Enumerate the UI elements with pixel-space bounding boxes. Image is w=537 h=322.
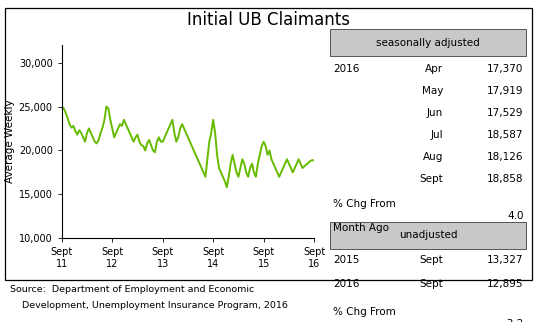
Y-axis label: Average Weekly: Average Weekly (4, 100, 14, 184)
Text: Sept: Sept (419, 279, 443, 289)
Text: Source:  Department of Employment and Economic: Source: Department of Employment and Eco… (10, 285, 254, 294)
Text: 2016: 2016 (333, 279, 359, 289)
Text: -3.2: -3.2 (503, 319, 524, 322)
Text: Development, Unemployment Insurance Program, 2016: Development, Unemployment Insurance Prog… (10, 301, 287, 310)
Text: 17,919: 17,919 (487, 86, 524, 96)
Text: 4.0: 4.0 (507, 211, 524, 221)
Text: 2015: 2015 (333, 255, 359, 265)
Text: Aug: Aug (423, 152, 443, 162)
Text: May: May (422, 86, 443, 96)
Text: Jul: Jul (430, 130, 443, 140)
Text: Initial UB Claimants: Initial UB Claimants (187, 11, 350, 29)
Text: % Chg From: % Chg From (333, 307, 396, 317)
Text: % Chg From: % Chg From (333, 199, 396, 209)
Text: 2016: 2016 (333, 64, 359, 74)
Text: Sept: Sept (419, 174, 443, 184)
Text: seasonally adjusted: seasonally adjusted (376, 38, 480, 48)
Text: unadjusted: unadjusted (399, 230, 458, 240)
Text: 17,529: 17,529 (487, 108, 524, 118)
Text: 18,587: 18,587 (487, 130, 524, 140)
Text: 13,327: 13,327 (487, 255, 524, 265)
Text: 18,858: 18,858 (487, 174, 524, 184)
Text: 17,370: 17,370 (487, 64, 524, 74)
Text: Jun: Jun (427, 108, 443, 118)
Text: 18,126: 18,126 (487, 152, 524, 162)
Text: Sept: Sept (419, 255, 443, 265)
Text: Apr: Apr (425, 64, 443, 74)
Text: Month Ago: Month Ago (333, 223, 389, 233)
Text: 12,895: 12,895 (487, 279, 524, 289)
